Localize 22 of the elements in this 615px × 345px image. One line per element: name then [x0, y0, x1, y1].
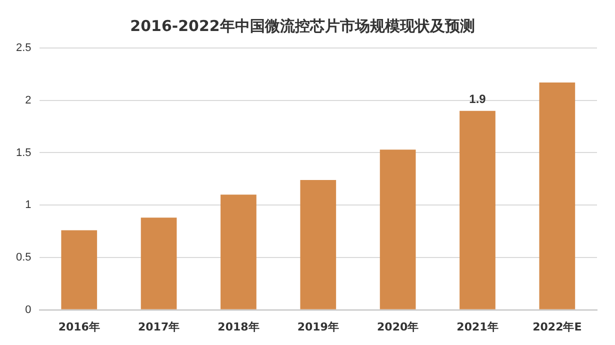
y-tick-label: 0.5	[16, 251, 32, 264]
bar	[140, 218, 177, 310]
y-tick-label: 2	[25, 94, 32, 106]
x-tick-label: 2017年	[138, 320, 180, 334]
bar	[460, 110, 496, 310]
x-tick-label: 2021年	[456, 320, 498, 334]
y-tick-label: 2.5	[16, 42, 32, 54]
y-tick-label: 1.5	[16, 146, 32, 159]
bar	[380, 150, 416, 310]
data-label: 1.9	[469, 92, 486, 106]
bar	[61, 230, 98, 310]
x-tick-label: 2020年	[377, 320, 419, 334]
x-tick-label: 2018年	[218, 320, 260, 334]
chart-title: 2016-2022年中国微流控芯片市场规模现状及预测	[130, 16, 475, 35]
x-tick-label: 2022年E	[532, 320, 582, 334]
y-tick-label: 0	[25, 304, 32, 316]
x-tick-label: 2019年	[297, 320, 339, 334]
bar	[539, 82, 576, 310]
y-tick-label: 1	[25, 199, 32, 212]
x-tick-label: 2016年	[58, 320, 100, 334]
bar	[300, 180, 336, 310]
bar	[220, 194, 256, 310]
